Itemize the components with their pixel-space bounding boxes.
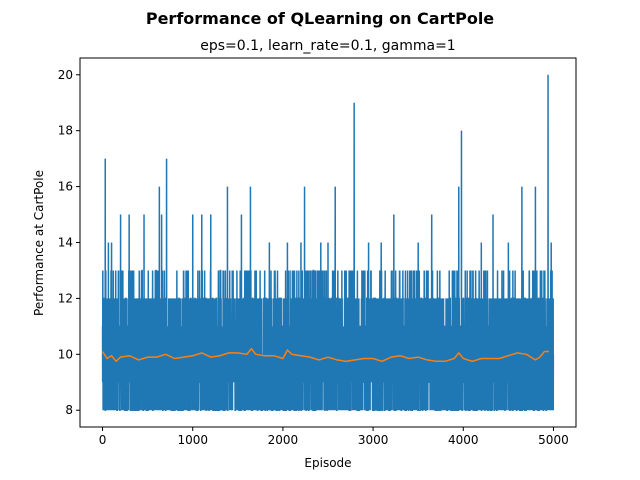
y-tick-label: 14 (58, 236, 73, 250)
y-axis-label: Performance at CartPole (32, 170, 46, 316)
x-tick-label: 0 (99, 433, 107, 447)
x-tick-label: 5000 (538, 433, 569, 447)
x-axis-label: Episode (304, 456, 351, 470)
y-tick-label: 8 (65, 403, 73, 417)
y-tick-label: 10 (58, 347, 73, 361)
y-tick-label: 12 (58, 291, 73, 305)
plot-area (101, 74, 555, 411)
series-performance-line (101, 74, 555, 411)
y-tick-label: 18 (58, 124, 73, 138)
x-axis: 0 1000 2000 3000 4000 5000 (99, 427, 569, 447)
y-axis: 8 10 12 14 16 18 20 (58, 68, 80, 417)
chart-title: eps=0.1, learn_rate=0.1, gamma=1 (200, 38, 455, 54)
series-moving-average-line (101, 347, 549, 363)
y-tick-label: 16 (58, 180, 73, 194)
x-tick-label: 3000 (358, 433, 389, 447)
x-tick-label: 2000 (268, 433, 299, 447)
x-tick-label: 1000 (177, 433, 208, 447)
series-layer (101, 74, 555, 411)
figure-suptitle: Performance of QLearning on CartPole (146, 9, 494, 28)
x-tick-label: 4000 (448, 433, 479, 447)
y-tick-label: 20 (58, 68, 73, 82)
